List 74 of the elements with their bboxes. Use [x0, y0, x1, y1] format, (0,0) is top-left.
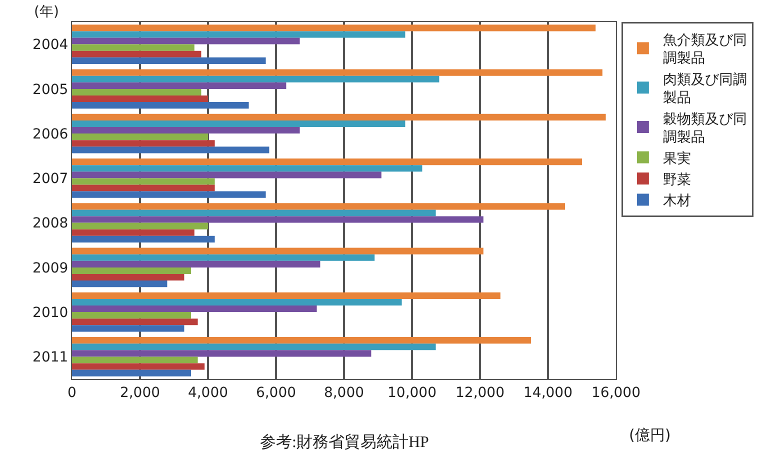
y-tick-label: 2006 [32, 126, 68, 142]
x-tick-label: 16,000 [592, 384, 640, 401]
bar [72, 146, 270, 154]
y-tick-label: 2011 [32, 350, 68, 366]
bar [72, 280, 168, 288]
bar [72, 57, 266, 64]
bar [72, 318, 198, 326]
x-tick-label: 10,000 [388, 384, 436, 401]
bar [72, 50, 202, 58]
bar [72, 69, 602, 76]
text: 参考:財務省貿易統計HP [260, 433, 429, 451]
bar [72, 95, 208, 102]
bar [72, 76, 440, 82]
legend-label: 穀物類及び同調製品 [662, 111, 747, 146]
bar [72, 274, 184, 281]
bar [72, 370, 191, 376]
bar [72, 267, 191, 274]
y-tick-label: 2010 [32, 304, 68, 321]
x-tick-label: 12,000 [456, 384, 504, 401]
bar [72, 260, 320, 268]
bar [72, 325, 184, 332]
bar [72, 356, 198, 364]
bar [72, 292, 500, 299]
legend-label: 果実 [662, 150, 691, 167]
bar [72, 158, 582, 166]
bar [72, 38, 300, 44]
legend-label: 肉類及び同調製品 [662, 72, 747, 106]
bar [72, 248, 484, 254]
bar [72, 222, 208, 230]
x-tick-label: 2,000 [120, 384, 160, 401]
x-tick-label: 6,000 [256, 384, 296, 401]
bar [72, 216, 484, 223]
legend-label: 野菜 [662, 172, 691, 188]
legend-label: 魚介類及び同調製品 [662, 32, 747, 67]
bar [72, 229, 194, 236]
bar [72, 344, 436, 350]
bar [72, 44, 194, 51]
bar [72, 31, 406, 38]
bar [72, 172, 382, 178]
y-tick-label: 2008 [32, 216, 68, 232]
bar [72, 184, 215, 192]
y-tick-label: 2007 [32, 171, 68, 188]
bar [72, 203, 565, 210]
x-tick-label: 8,000 [324, 384, 364, 401]
bar [72, 120, 406, 128]
bar [72, 127, 300, 134]
bar [72, 312, 191, 319]
bar [72, 165, 422, 172]
bar [72, 363, 205, 370]
bar [72, 140, 215, 147]
x-axis-title: (億円) [629, 426, 671, 444]
bar [72, 134, 208, 140]
bar [72, 191, 266, 198]
legend-label: 木材 [662, 193, 691, 210]
bar [72, 298, 402, 306]
bar [72, 24, 596, 32]
bar [72, 236, 215, 242]
y-tick-label: 2009 [32, 260, 68, 276]
x-tick-label: 4,000 [188, 384, 228, 401]
y-tick-label: 2005 [32, 82, 68, 98]
bar [72, 337, 531, 344]
y-tick-label: 2004 [32, 37, 68, 54]
y-axis-title: (年) [34, 4, 59, 20]
bar [72, 306, 317, 312]
x-tick-label: 14,000 [524, 384, 572, 401]
bar [72, 350, 372, 357]
bar [72, 178, 215, 185]
bar [72, 210, 436, 216]
bar [72, 114, 606, 120]
bar [72, 88, 202, 96]
bar [72, 102, 249, 109]
x-tick-label: 0 [68, 384, 76, 401]
bar [72, 82, 286, 89]
bar [72, 254, 375, 261]
